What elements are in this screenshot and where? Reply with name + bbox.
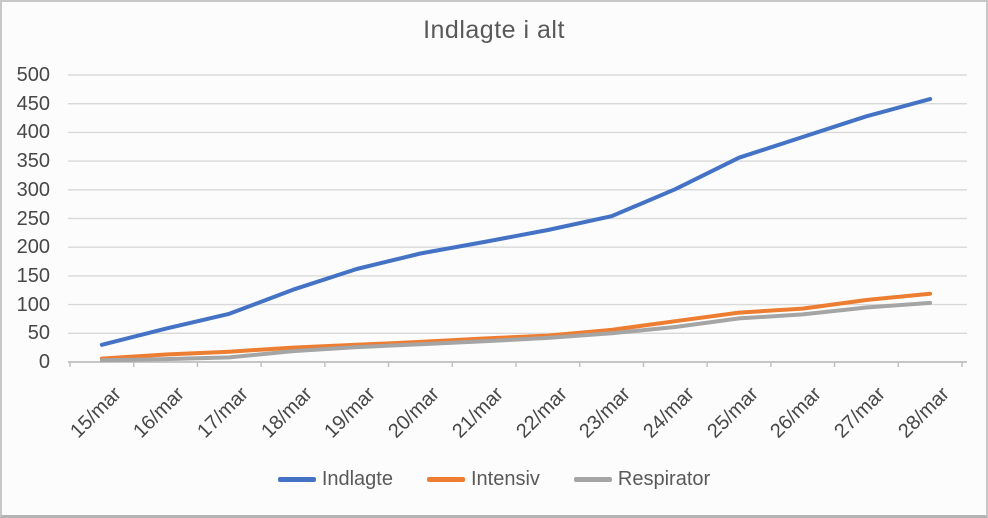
legend-label: Respirator <box>617 468 711 490</box>
y-axis-label: 400 <box>16 121 50 144</box>
y-axis-label: 450 <box>16 92 50 115</box>
y-axis-label: 200 <box>16 236 50 259</box>
y-axis-label: 300 <box>16 178 50 201</box>
y-axis-label: 100 <box>16 293 50 316</box>
y-axis-label: 350 <box>16 150 50 173</box>
legend-item-respirator: Respirator <box>573 468 711 491</box>
legend-item-intensiv: Intensiv <box>426 468 540 491</box>
y-axis-label: 150 <box>16 264 50 287</box>
series-line-indlagte <box>99 97 933 347</box>
legend-line-marker <box>573 477 612 482</box>
legend: Indlagte Intensiv Respirator <box>0 468 988 491</box>
series-line-respirator <box>99 300 933 363</box>
x-axis-label-slot: 28/mar <box>818 383 954 443</box>
y-axis-label: 500 <box>16 64 50 86</box>
legend-label: Intensiv <box>470 468 540 490</box>
y-axis-label: 50 <box>27 322 50 345</box>
chart-title: Indlagte i alt <box>423 16 565 44</box>
legend-item-indlagte: Indlagte <box>277 468 393 491</box>
legend-label: Indlagte <box>321 468 393 490</box>
series-line-intensiv <box>99 291 933 361</box>
legend-line-marker <box>277 477 316 482</box>
y-axis-label: 0 <box>38 351 50 373</box>
legend-line-marker <box>426 477 465 482</box>
y-axis-label: 250 <box>16 207 50 230</box>
